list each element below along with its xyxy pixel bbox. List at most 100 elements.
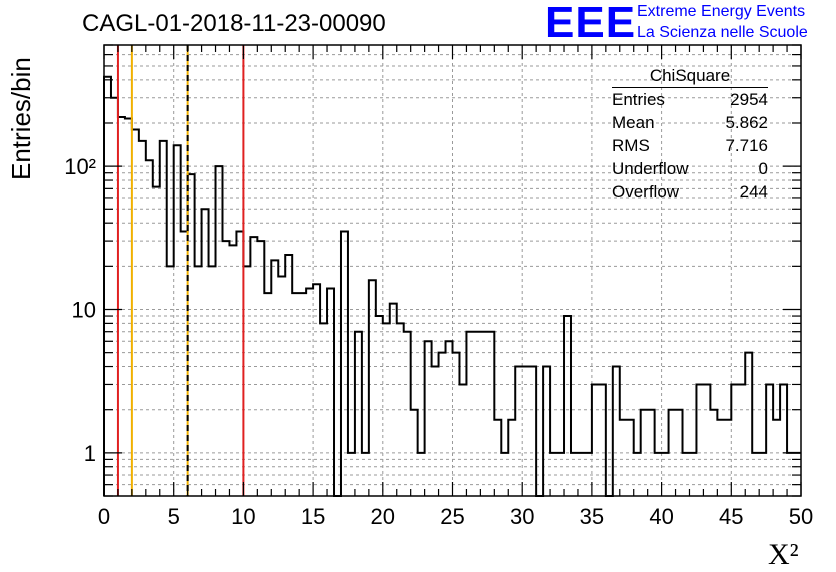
stats-value: 0	[758, 159, 768, 178]
histogram-bin	[369, 280, 376, 496]
x-tick-label: 40	[649, 504, 673, 529]
stats-value: 5.862	[725, 113, 768, 132]
histogram-bin	[404, 332, 411, 496]
histogram-outline	[103, 75, 801, 497]
histogram-bin	[216, 166, 223, 496]
histogram-bin	[327, 289, 334, 496]
x-tick-label: 25	[440, 504, 464, 529]
y-axis-label: Entries/bin	[6, 57, 36, 180]
histogram-bin	[501, 453, 508, 496]
histogram-bin	[362, 453, 369, 496]
histogram-bin	[613, 367, 620, 496]
histogram-bin	[313, 284, 320, 496]
histogram-bin	[174, 145, 181, 496]
histogram-bin	[425, 341, 432, 496]
histogram-bin	[299, 293, 306, 496]
histogram-bin	[731, 384, 738, 496]
histogram-bin	[236, 232, 243, 496]
histogram-bin	[160, 141, 167, 496]
stats-row-overflow: Overflow 244	[612, 180, 778, 203]
histogram-bin	[683, 453, 690, 496]
histogram-series	[103, 75, 801, 497]
histogram-bin	[341, 232, 348, 496]
x-axis-label: X²	[768, 538, 799, 571]
histogram-bin	[578, 453, 585, 496]
histogram-bin	[397, 323, 404, 496]
histogram-bin	[717, 420, 724, 496]
histogram-bin	[724, 420, 731, 496]
histogram-bin	[689, 453, 696, 496]
histogram-bin	[780, 384, 787, 496]
stats-title: ChiSquare	[612, 66, 768, 88]
histogram-bin	[292, 293, 299, 496]
histogram-bin	[655, 453, 662, 496]
histogram-bin	[571, 453, 578, 496]
histogram-bin	[271, 260, 278, 496]
y-tick-label: 1	[84, 441, 96, 466]
stats-row-underflow: Underflow 0	[612, 157, 778, 180]
histogram-bin	[557, 453, 564, 496]
histogram-bin	[599, 384, 606, 496]
stats-label: RMS	[612, 136, 650, 155]
x-tick-label: 0	[98, 504, 110, 529]
histogram-bin	[118, 117, 125, 496]
histogram-bin	[264, 293, 271, 496]
histogram-bin	[139, 141, 146, 496]
histogram-bin	[487, 332, 494, 496]
histogram-bin	[383, 323, 390, 496]
histogram-bin	[550, 453, 557, 496]
eee-logo: EEE	[545, 0, 637, 47]
histogram-bin	[564, 316, 571, 496]
histogram-bin	[494, 420, 501, 496]
histogram-bin	[543, 367, 550, 496]
histogram-bin	[773, 420, 780, 496]
x-tick-label: 35	[580, 504, 604, 529]
histogram-bin	[752, 453, 759, 496]
histogram-bin	[585, 453, 592, 496]
histogram-bin	[167, 266, 174, 496]
y-tick-label: 10	[72, 297, 96, 322]
histogram-bin	[153, 187, 160, 496]
histogram-bin	[320, 323, 327, 496]
tick-labels: 0 5 10 15 20 25 30 35 40 45 50 1 10 10²	[64, 154, 813, 529]
stats-label: Underflow	[612, 159, 689, 178]
x-tick-label: 30	[510, 504, 534, 529]
histogram-bin	[222, 241, 229, 496]
x-tick-label: 50	[789, 504, 813, 529]
histogram-bin	[522, 367, 529, 496]
histogram-bin	[508, 420, 515, 496]
histogram-bin	[125, 118, 132, 496]
histogram-bin	[257, 241, 264, 496]
logo-line-2: La Scienza nelle Scuole	[637, 24, 808, 41]
histogram-bin	[529, 367, 536, 496]
histogram-bin	[229, 245, 236, 496]
histogram-bin	[188, 174, 195, 496]
histogram-bin	[620, 420, 627, 496]
histogram-bin	[209, 266, 216, 496]
histogram-bin	[285, 255, 292, 496]
histogram-bin	[648, 410, 655, 496]
stats-value: 7.716	[725, 136, 768, 155]
histogram-bin	[432, 367, 439, 496]
histogram-bin	[662, 453, 669, 496]
histogram-bin	[132, 130, 139, 496]
histogram-bin	[348, 453, 355, 496]
histogram-bin	[202, 209, 209, 496]
histogram-bin	[104, 77, 111, 496]
x-tick-label: 15	[301, 504, 325, 529]
vertical-markers	[116, 45, 245, 496]
grid-lines	[104, 45, 801, 496]
histogram-bin	[669, 410, 676, 496]
histogram-bin	[703, 384, 710, 496]
x-tick-label: 20	[371, 504, 395, 529]
axis-ticks	[103, 44, 802, 497]
stats-row-rms: RMS 7.716	[612, 134, 778, 157]
histogram-bin	[411, 410, 418, 496]
histogram-bin	[418, 453, 425, 496]
x-tick-label: 45	[719, 504, 743, 529]
histogram-bin	[745, 353, 752, 496]
histogram-bin	[453, 353, 460, 496]
histogram-bin	[306, 289, 313, 496]
x-tick-label: 10	[231, 504, 255, 529]
